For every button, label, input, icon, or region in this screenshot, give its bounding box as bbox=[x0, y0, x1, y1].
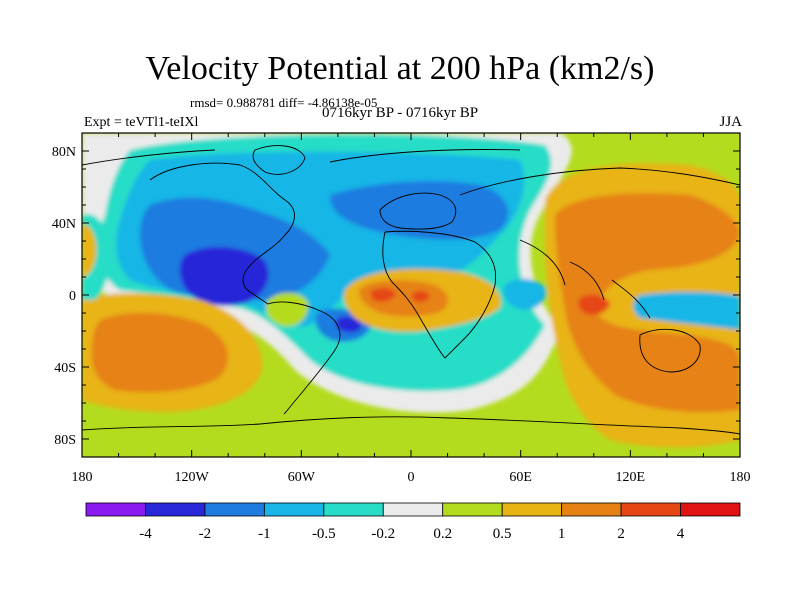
coast-south-america bbox=[267, 301, 341, 415]
colorbar-label: 1 bbox=[558, 526, 566, 542]
period-label: 0716kyr BP - 0716kyr BP bbox=[321, 105, 479, 121]
negative-region-1-eurasia bbox=[330, 181, 509, 240]
coast-asia bbox=[459, 167, 740, 319]
chart-title: Velocity Potential at 200 hPa (km2/s) bbox=[145, 50, 655, 87]
x-tick-label: 180 bbox=[72, 470, 93, 485]
positive-region-africa-max-2 bbox=[412, 290, 430, 302]
y-tick-label: 80S bbox=[54, 433, 76, 448]
x-tick-label: 0 bbox=[408, 470, 415, 485]
x-tick-label: 60E bbox=[509, 470, 532, 485]
negative-region-2-small bbox=[335, 316, 362, 333]
experiment-label: Expt = teVTl1-teIXl bbox=[84, 115, 199, 130]
colorbar-swatch bbox=[620, 502, 681, 517]
colorbar-label: -4 bbox=[139, 526, 152, 542]
coast-antarctica bbox=[82, 416, 740, 435]
positive-region-asia-max bbox=[578, 294, 610, 315]
colorbar-swatch bbox=[323, 502, 384, 517]
axis-ticks bbox=[81, 133, 741, 457]
colorbar-labels: -4 -2 -1 -0.5 -0.2 0.2 0.5 1 2 4 bbox=[139, 526, 685, 542]
positive-region-west-edge bbox=[82, 224, 97, 278]
x-tick-label: 120W bbox=[175, 470, 210, 485]
coast-europe bbox=[379, 192, 457, 230]
positive-region-atlantic bbox=[265, 292, 309, 327]
y-tick-label: 80N bbox=[52, 145, 76, 160]
negative-region-2 bbox=[179, 247, 269, 306]
x-tick-label: 60W bbox=[288, 470, 316, 485]
colorbar-swatch bbox=[85, 502, 146, 517]
colorbar-swatch bbox=[263, 502, 325, 517]
colorbar-swatch bbox=[442, 502, 503, 517]
y-axis-labels: 80N 40N 0 40S 80S bbox=[52, 145, 76, 448]
colorbar-swatch bbox=[145, 502, 206, 517]
colorbar-label: -1 bbox=[258, 526, 271, 542]
colorbar-label: 2 bbox=[617, 526, 625, 542]
season-label: JJA bbox=[719, 114, 742, 130]
colorbar-swatch bbox=[680, 502, 741, 517]
negative-region-westpacific bbox=[633, 292, 740, 330]
colorbar-label: -0.2 bbox=[371, 526, 395, 542]
coast-africa bbox=[382, 230, 497, 359]
colorbar-swatch bbox=[501, 502, 563, 517]
colorbar-swatch bbox=[204, 502, 265, 517]
colorbar-label: -2 bbox=[199, 526, 212, 542]
colorbar-label: -0.5 bbox=[312, 526, 336, 542]
negative-region-indian bbox=[503, 278, 547, 310]
colorbar-swatch bbox=[561, 502, 622, 517]
positive-region-southpacific-2 bbox=[91, 312, 228, 393]
coast-north-america bbox=[149, 162, 295, 305]
coastlines bbox=[82, 145, 740, 435]
y-tick-label: 40S bbox=[54, 361, 76, 376]
coast-arctic bbox=[82, 149, 521, 166]
coast-australia bbox=[639, 328, 701, 373]
colorbar-swatch bbox=[382, 502, 444, 517]
colorbar-label: 0.5 bbox=[493, 526, 512, 542]
contour-fill bbox=[82, 133, 740, 448]
coast-greenland bbox=[252, 145, 306, 175]
positive-region-africa-max bbox=[370, 288, 396, 302]
x-axis-labels: 180 120W 60W 0 60E 120E 180 bbox=[72, 470, 751, 485]
x-tick-label: 120E bbox=[616, 470, 646, 485]
colorbar-label: 0.2 bbox=[433, 526, 452, 542]
map-panel bbox=[81, 132, 741, 458]
stats-line: rmsd= 0.988781 diff= -4.86138e-05 bbox=[190, 95, 378, 110]
x-tick-label: 180 bbox=[730, 470, 751, 485]
colorbar bbox=[85, 502, 741, 517]
y-tick-label: 0 bbox=[69, 289, 76, 304]
colorbar-label: 4 bbox=[677, 526, 685, 542]
y-tick-label: 40N bbox=[52, 217, 76, 232]
positive-region-asia-2 bbox=[555, 193, 740, 413]
